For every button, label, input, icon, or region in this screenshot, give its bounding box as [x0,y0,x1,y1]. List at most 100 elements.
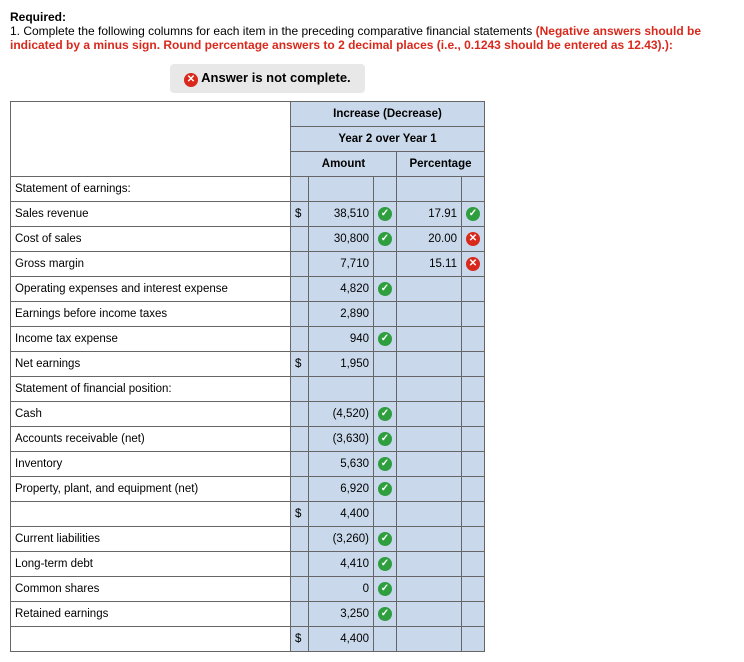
currency-cell [291,477,309,502]
cross-icon: ✕ [184,73,198,87]
percent-status [462,477,485,502]
row-label: Long-term debt [11,552,291,577]
amount-status: ✓ [374,477,397,502]
instruction-block: Required: 1. Complete the following colu… [10,10,734,52]
percent-cell[interactable] [397,427,462,452]
row-label: Retained earnings [11,602,291,627]
currency-cell: $ [291,202,309,227]
percent-cell[interactable] [397,527,462,552]
percent-status [462,452,485,477]
currency-cell: $ [291,502,309,527]
percent-status [462,352,485,377]
percent-status: ✓ [462,202,485,227]
amount-status: ✓ [374,427,397,452]
currency-cell [291,377,309,402]
amount-cell[interactable]: 5,630 [309,452,374,477]
amount-status: ✓ [374,327,397,352]
amount-cell[interactable] [309,177,374,202]
amount-cell[interactable]: 7,710 [309,252,374,277]
row-label: Current liabilities [11,527,291,552]
percent-cell[interactable] [397,452,462,477]
row-label: Gross margin [11,252,291,277]
row-label: Earnings before income taxes [11,302,291,327]
percent-cell[interactable]: 17.91 [397,202,462,227]
table-row: Gross margin7,71015.11✕ [11,252,485,277]
banner-text: Answer is not complete. [201,70,351,85]
percent-cell[interactable] [397,377,462,402]
percent-cell[interactable] [397,352,462,377]
percent-cell[interactable] [397,577,462,602]
table-row: Long-term debt4,410✓ [11,552,485,577]
table-row: Income tax expense940✓ [11,327,485,352]
amount-cell[interactable]: 38,510 [309,202,374,227]
percent-status [462,327,485,352]
percent-status [462,552,485,577]
row-label: Cost of sales [11,227,291,252]
amount-cell[interactable]: 4,410 [309,552,374,577]
header-increase-decrease: Increase (Decrease) [291,102,485,127]
percent-cell[interactable] [397,552,462,577]
amount-status: ✓ [374,227,397,252]
percent-status: ✕ [462,227,485,252]
currency-cell [291,427,309,452]
amount-status: ✓ [374,402,397,427]
currency-cell [291,577,309,602]
row-label: Operating expenses and interest expense [11,277,291,302]
check-icon: ✓ [378,532,392,546]
percent-cell[interactable] [397,277,462,302]
amount-status: ✓ [374,527,397,552]
check-icon: ✓ [378,282,392,296]
amount-cell[interactable]: 6,920 [309,477,374,502]
percent-cell[interactable]: 15.11 [397,252,462,277]
currency-cell [291,452,309,477]
percent-cell[interactable] [397,402,462,427]
check-icon: ✓ [466,207,480,221]
amount-cell[interactable]: 4,400 [309,502,374,527]
table-row: Inventory5,630✓ [11,452,485,477]
currency-cell [291,277,309,302]
table-row: Net earnings$1,950 [11,352,485,377]
amount-status [374,377,397,402]
table-row: Retained earnings3,250✓ [11,602,485,627]
amount-cell[interactable]: 0 [309,577,374,602]
amount-status [374,627,397,652]
amount-cell[interactable]: 4,400 [309,627,374,652]
amount-cell[interactable]: 2,890 [309,302,374,327]
check-icon: ✓ [378,432,392,446]
table-row: Accounts receivable (net)(3,630)✓ [11,427,485,452]
percent-cell[interactable] [397,302,462,327]
percent-cell[interactable] [397,502,462,527]
row-label [11,502,291,527]
percent-cell[interactable]: 20.00 [397,227,462,252]
check-icon: ✓ [378,482,392,496]
table-row: $4,400 [11,627,485,652]
table-row: Cost of sales 30,800✓20.00✕ [11,227,485,252]
percent-cell[interactable] [397,477,462,502]
row-label: Inventory [11,452,291,477]
percent-cell[interactable] [397,177,462,202]
amount-status [374,302,397,327]
amount-cell[interactable]: (3,260) [309,527,374,552]
percent-cell[interactable] [397,327,462,352]
currency-cell [291,177,309,202]
amount-status: ✓ [374,202,397,227]
currency-cell [291,252,309,277]
amount-cell[interactable] [309,377,374,402]
percent-cell[interactable] [397,602,462,627]
currency-cell: $ [291,627,309,652]
amount-cell[interactable]: (3,630) [309,427,374,452]
amount-cell[interactable]: 30,800 [309,227,374,252]
amount-cell[interactable]: 4,820 [309,277,374,302]
table-row: Common shares0✓ [11,577,485,602]
currency-cell [291,552,309,577]
amount-cell[interactable]: (4,520) [309,402,374,427]
row-label: Cash [11,402,291,427]
amount-cell[interactable]: 3,250 [309,602,374,627]
row-label: Common shares [11,577,291,602]
amount-status [374,502,397,527]
amount-cell[interactable]: 1,950 [309,352,374,377]
percent-cell[interactable] [397,627,462,652]
instruction-text: 1. Complete the following columns for ea… [10,24,536,38]
amount-cell[interactable]: 940 [309,327,374,352]
header-percentage: Percentage [397,152,485,177]
